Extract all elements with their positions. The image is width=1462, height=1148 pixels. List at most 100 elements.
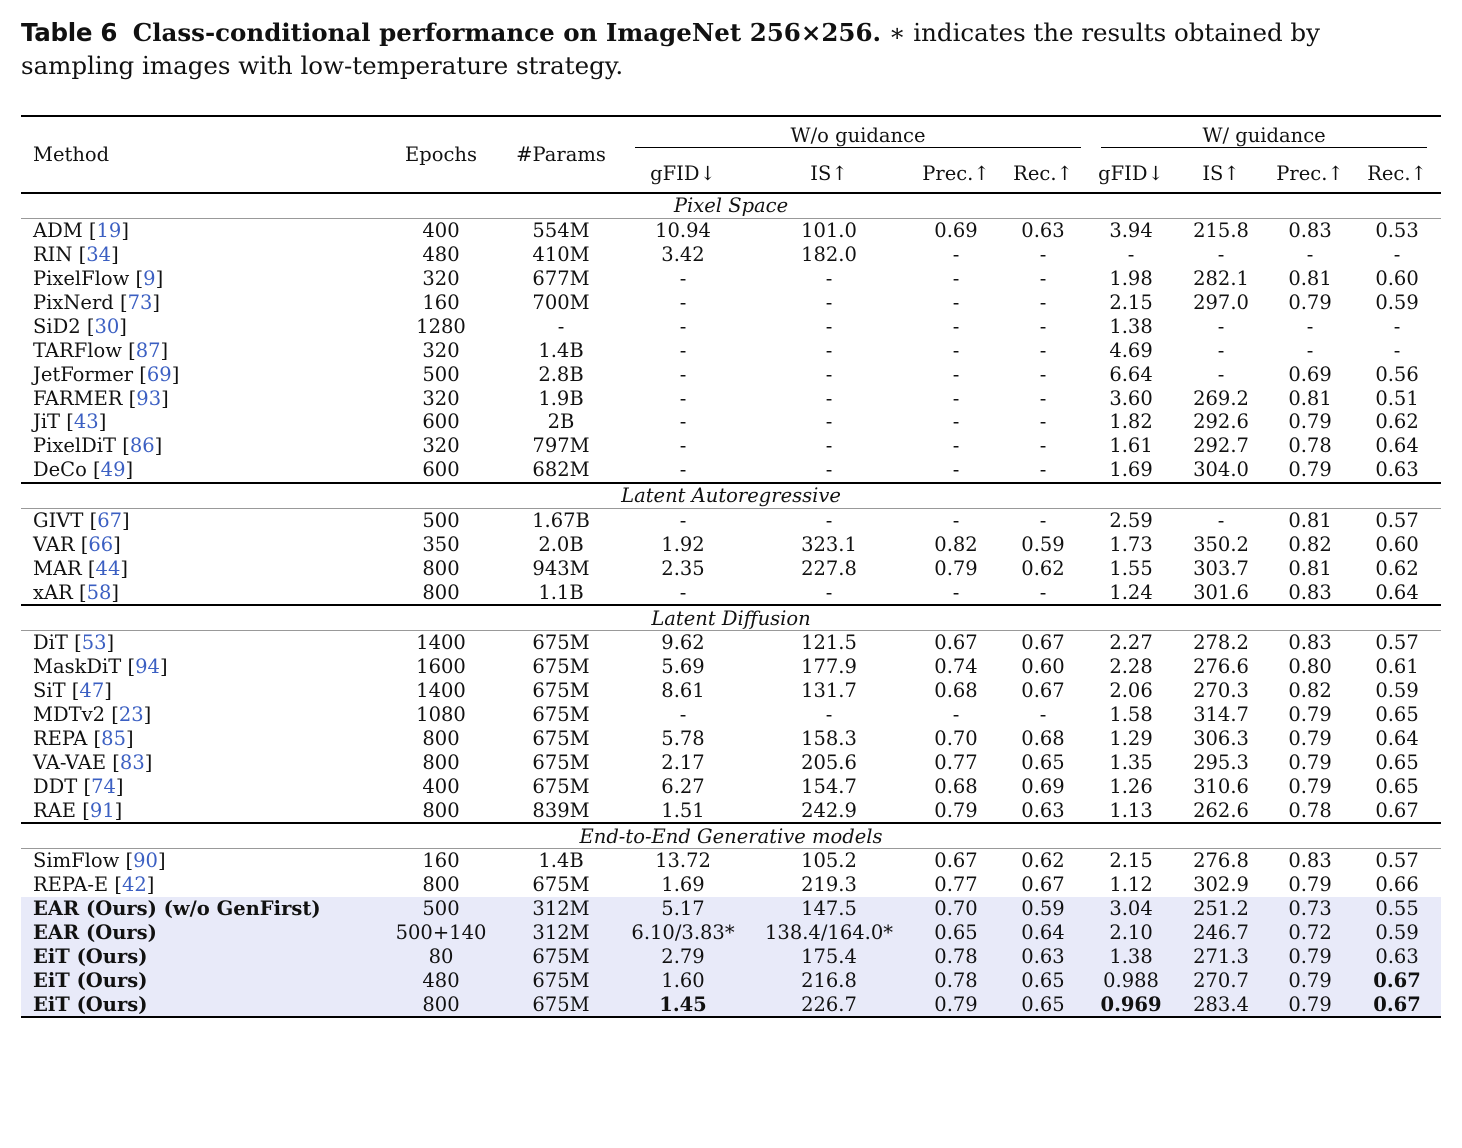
citation-link[interactable]: 42	[121, 873, 147, 897]
table-row: REPA [85] 800 675M 5.78 158.3 0.70 0.68 1.29 306…	[21, 727, 1441, 751]
method-cell: VA-VAE [83]	[33, 750, 153, 774]
citation-link[interactable]: 66	[88, 532, 114, 556]
metric-cell: 0.67	[1021, 631, 1065, 655]
metric-cell: 0.53	[1375, 219, 1419, 243]
metric-cell: -	[825, 509, 833, 533]
metric-cell: -	[1393, 338, 1401, 362]
metric-cell: 0.79	[934, 798, 978, 822]
metric-cell: -	[1217, 243, 1225, 267]
citation-link[interactable]: 90	[133, 849, 158, 873]
method-name: FARMER	[33, 386, 123, 410]
metric-cell: 0.67	[934, 849, 978, 873]
method-name: TARFlow	[33, 338, 122, 362]
citation-link[interactable]: 86	[129, 434, 155, 458]
metric-cell: 304.0	[1193, 458, 1249, 482]
header-prec: Prec.↑	[922, 162, 990, 185]
citation-link[interactable]: 44	[95, 556, 121, 580]
method-cell: RAE [91]	[33, 798, 123, 822]
metric-cell: 310.6	[1193, 774, 1249, 798]
citation-link[interactable]: 49	[100, 458, 126, 482]
metric-cell: 2.79	[621, 944, 745, 969]
metric-cell: 0.56	[1375, 362, 1419, 386]
metric-cell: 276.6	[1193, 655, 1249, 679]
metric-cell: 0.83	[1288, 580, 1332, 604]
metric-cell: -	[952, 267, 960, 291]
citation-link[interactable]: 87	[135, 338, 161, 362]
method-cell: EiT (Ours)	[21, 992, 381, 1019]
method-cell: EAR (Ours) (w/o GenFirst)	[21, 896, 381, 921]
table-caption: Table 6 Class-conditional performance on…	[21, 16, 1433, 82]
results-table: Method Epochs #Params W/o guidance W/ gu…	[21, 115, 1442, 1019]
metric-cell: 271.3	[1175, 944, 1268, 969]
method-cell: PixNerd [73]	[33, 291, 161, 314]
section-title: Pixel Space	[673, 194, 789, 218]
metric-cell: -	[1393, 243, 1401, 267]
metric-cell: 0.79	[1288, 410, 1332, 434]
method-cell: ADM [19]	[33, 219, 129, 243]
method-name: SimFlow	[33, 849, 120, 873]
metric-cell: -	[952, 410, 960, 434]
table-row: EAR (Ours) 500+140 312M 6.10/3.83* 138.4/164…	[21, 920, 1442, 945]
citation-link[interactable]: 93	[136, 386, 162, 410]
citation-link[interactable]: 47	[79, 679, 105, 703]
citation-link[interactable]: 9	[143, 267, 156, 291]
metric-cell: 0.64	[1375, 580, 1419, 604]
metric-cell: -	[1393, 314, 1401, 338]
epochs-cell: 1080	[416, 703, 466, 727]
citation-link[interactable]: 58	[86, 580, 112, 604]
citation-link[interactable]: 34	[86, 243, 112, 267]
params-cell: 312M	[501, 920, 621, 945]
epochs-cell: 400	[422, 219, 460, 243]
citation-link[interactable]: 91	[89, 798, 115, 822]
metric-cell: -	[825, 434, 833, 458]
table-row: SiD2 [30] 1280 - - - - - 1.38 - - -	[21, 314, 1441, 338]
table-row: MDTv2 [23] 1080 675M - - - - 1.58 314.7 0.79 0.65	[21, 703, 1441, 727]
citation-link[interactable]: 74	[91, 774, 116, 798]
metric-cell: 0.63	[1353, 944, 1442, 969]
citation-link[interactable]: 30	[94, 314, 120, 338]
metric-cell: -	[952, 243, 960, 267]
method-name: SiD2	[33, 314, 81, 338]
citation-link[interactable]: 85	[101, 727, 126, 751]
method-name: MDTv2	[33, 703, 106, 727]
metric-cell: 5.17	[621, 896, 745, 921]
citation-link[interactable]: 73	[127, 291, 153, 314]
metric-cell: 278.2	[1193, 631, 1249, 655]
citation-link[interactable]: 23	[118, 703, 144, 727]
method-cell: EAR (Ours)	[21, 920, 381, 945]
metric-cell: -	[679, 291, 687, 314]
metric-cell: 303.7	[1193, 556, 1249, 580]
metric-cell: -	[825, 314, 833, 338]
params-cell: 1.4B	[538, 338, 584, 362]
metric-cell: 1.58	[1109, 703, 1153, 727]
caption-title: Class-conditional performance on ImageNe…	[132, 18, 882, 47]
metric-cell: 0.79	[934, 556, 978, 580]
citation-link[interactable]: 67	[97, 509, 123, 533]
table-row: TARFlow [87] 320 1.4B - - - - 4.69 - - -	[21, 338, 1441, 362]
metric-cell: -	[825, 291, 833, 314]
table-row: SiT [47] 1400 675M 8.61 131.7 0.68 0.67 2.06 270…	[21, 679, 1441, 703]
citation-link[interactable]: 83	[119, 750, 145, 774]
citation-link[interactable]: 43	[73, 410, 99, 434]
header-wo-guidance: W/o guidance	[621, 116, 1087, 155]
citation-link[interactable]: 53	[81, 631, 107, 655]
epochs-cell: 800	[422, 727, 460, 751]
metric-cell: -	[825, 267, 833, 291]
citation-link[interactable]: 94	[135, 655, 160, 679]
metric-cell: 0.81	[1288, 556, 1332, 580]
metric-cell: 0.67	[1353, 968, 1442, 993]
epochs-cell: 1600	[416, 655, 466, 679]
citation-link[interactable]: 19	[96, 219, 122, 243]
method-name: DDT	[33, 774, 78, 798]
metric-cell: -	[1039, 386, 1047, 410]
citation-link[interactable]: 69	[146, 362, 172, 386]
metric-cell: -	[679, 509, 687, 533]
metric-cell: 8.61	[661, 679, 705, 703]
metric-cell: -	[952, 338, 960, 362]
params-cell: 677M	[532, 267, 590, 291]
epochs-cell: 400	[422, 774, 460, 798]
method-cell: SiT [47]	[33, 679, 112, 703]
metric-cell: 323.1	[801, 532, 857, 556]
metric-cell: -	[1306, 314, 1314, 338]
metric-cell: 0.969	[1087, 992, 1176, 1019]
